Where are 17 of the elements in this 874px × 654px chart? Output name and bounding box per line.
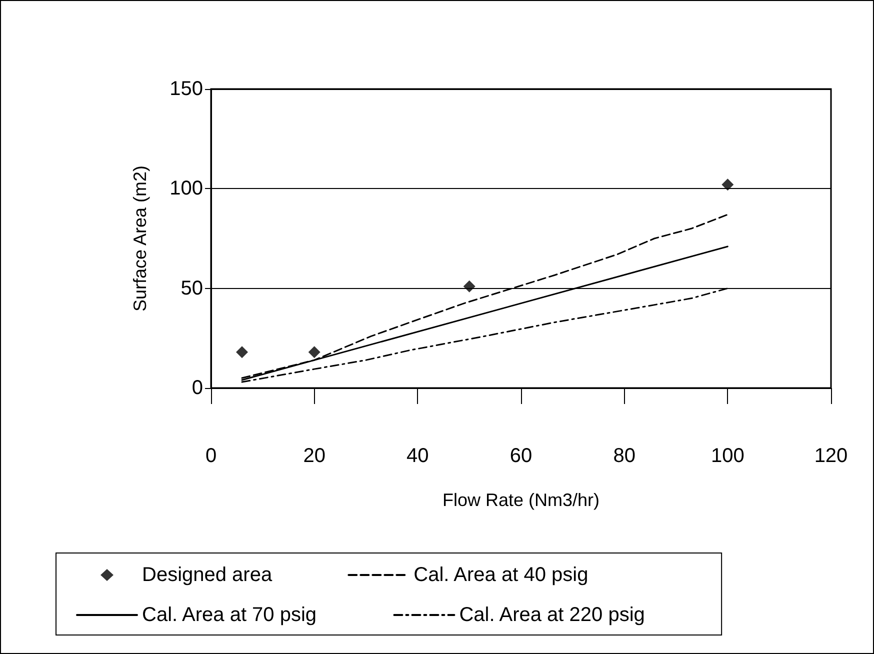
legend-label: Cal. Area at 220 psig <box>459 604 700 626</box>
y-tick-label: 50 <box>180 277 203 300</box>
legend-label: Cal. Area at 40 psig <box>414 564 644 586</box>
x-tick-label: 100 <box>710 445 744 467</box>
x-tick-label: 80 <box>613 445 636 467</box>
x-axis-title: Flow Rate (Nm3/hr) <box>442 490 600 510</box>
legend-label: Designed area <box>142 564 328 586</box>
y-axis-title: Surface Area (m2) <box>130 165 150 312</box>
legend-label: Cal. Area at 70 psig <box>142 604 372 626</box>
x-tick-label: 60 <box>510 445 532 467</box>
x-tick-label: 0 <box>205 445 217 467</box>
y-tick-label: 0 <box>192 377 203 399</box>
x-tick-label: 40 <box>406 445 429 467</box>
x-tick-label: 20 <box>303 445 326 467</box>
y-tick-label: 100 <box>170 178 203 200</box>
y-tick-label: 150 <box>170 78 203 100</box>
x-tick-label: 120 <box>814 445 848 467</box>
